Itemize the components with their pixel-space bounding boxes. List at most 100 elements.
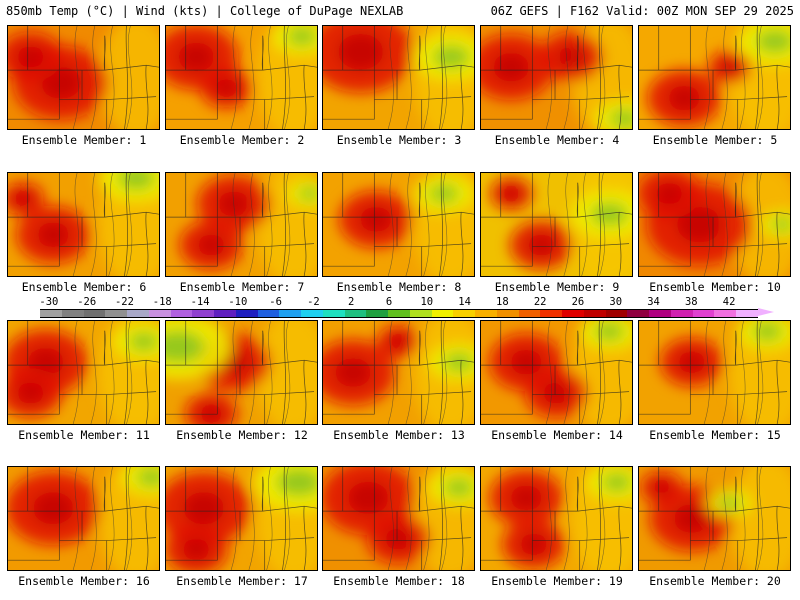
state-borders [8,26,159,129]
colorbar-tick-label: -22 [114,296,134,308]
contour-lines [545,173,606,276]
temperature-map [166,467,317,570]
ensemble-member-label: Ensemble Member: 15 [649,428,781,442]
colorbar-swatch [496,310,519,317]
colorbar-swatch [105,310,127,317]
colorbar-swatch [453,310,475,317]
colorbar-swatch [192,310,214,317]
colorbar-tick-label: 14 [458,296,471,308]
colorbar-tick-label: 18 [496,296,509,308]
contour-lines [703,173,764,276]
temperature-map [323,173,474,276]
state-borders [323,321,474,424]
colorbar-tick-label: 34 [647,296,660,308]
colorbar-swatch [583,310,606,317]
ensemble-member-label: Ensemble Member: 7 [179,280,305,294]
temperature-map [639,26,790,129]
colorbar-swatch [627,310,649,317]
header: 850mb Temp (°C) | Wind (kts) | College o… [6,4,794,22]
contour-lines [703,467,764,570]
cool-core [286,27,317,46]
ensemble-panel-8 [322,172,475,277]
cool-core [756,29,790,54]
colorbar-swatch [649,310,671,317]
ensemble-panel-3 [322,25,475,130]
colorbar-swatch [214,310,236,317]
ensemble-member-label: Ensemble Member: 2 [179,133,305,147]
ensemble-member-label: Ensemble Member: 4 [494,133,620,147]
colorbar-tick-label: 26 [571,296,585,308]
colorbar-tick-label: 10 [420,296,434,308]
state-borders [481,321,632,424]
contour-lines [72,26,133,129]
colorbar-swatch [83,310,106,317]
temperature-map [481,26,632,129]
cool-core [443,352,474,372]
hot-core [32,491,74,525]
ensemble-member-label: Ensemble Member: 20 [649,574,781,588]
ensemble-panel-5 [638,25,791,130]
temperature-map [639,173,790,276]
hot-core [215,78,238,97]
temperature-map [481,467,632,570]
colorbar-tick-label: 2 [348,296,355,308]
ensemble-panel-9 [480,172,633,277]
state-borders [8,173,159,276]
colorbar-swatch [388,310,410,317]
colorbar-swatch [562,310,584,317]
colorbar-swatch [692,310,715,317]
colorbar: -30 -26 -22 -18 -14 -10 -6 -2 2 6 10 14 18 22 26 30 34 38… [10,296,790,322]
temperature-map [166,321,317,424]
state-borders [639,26,790,129]
colorbar-tick-label: -14 [190,296,210,308]
ensemble-member-label: Ensemble Member: 3 [336,133,462,147]
colorbar-tick-label: 42 [722,296,736,308]
cool-core [601,473,632,492]
ensemble-panel-13 [322,320,475,425]
colorbar-swatch [61,310,84,317]
contour-lines [230,467,291,570]
ensemble-panel-12 [165,320,318,425]
cool-core [136,468,159,487]
ensemble-panel-1 [7,25,160,130]
header-run-info: 06Z GEFS | F162 Valid: 00Z MON SEP 29 20… [490,4,794,18]
temperature-map [481,173,632,276]
temperature-map [323,321,474,424]
hot-core [17,46,45,68]
temperature-map [8,467,159,570]
ensemble-member-label: Ensemble Member: 11 [18,428,150,442]
cool-core [298,186,317,201]
hot-core [347,481,389,515]
colorbar-swatch [736,310,758,317]
colorbar-swatch [431,310,454,317]
temperature-map [8,26,159,129]
ensemble-member-label: Ensemble Member: 17 [176,574,308,588]
ensemble-panel-16 [7,466,160,571]
ensemble-panel-6 [7,172,160,277]
warm-region [729,467,790,570]
hot-core [183,491,225,525]
colorbar-swatch [322,310,345,317]
ensemble-member-label: Ensemble Member: 9 [494,280,620,294]
hot-core [178,42,215,72]
hot-core [359,206,392,232]
hot-core [510,485,543,511]
colorbar-swatch [475,310,497,317]
ensemble-panel-11 [7,320,160,425]
hot-core [14,191,33,206]
hot-core [335,358,372,387]
ensemble-panel-14 [480,320,633,425]
state-borders [481,173,632,276]
colorbar-swatch [714,310,736,317]
colorbar-swatch [257,310,280,317]
hot-core [199,404,223,423]
cool-core [443,478,474,497]
contour-lines [230,173,291,276]
ensemble-panel-4 [480,25,633,130]
hot-core [197,234,225,256]
temperature-map [8,173,159,276]
contour-lines [545,467,606,570]
cool-core [166,330,205,363]
ensemble-member-label: Ensemble Member: 1 [21,133,147,147]
temperature-map [166,173,317,276]
